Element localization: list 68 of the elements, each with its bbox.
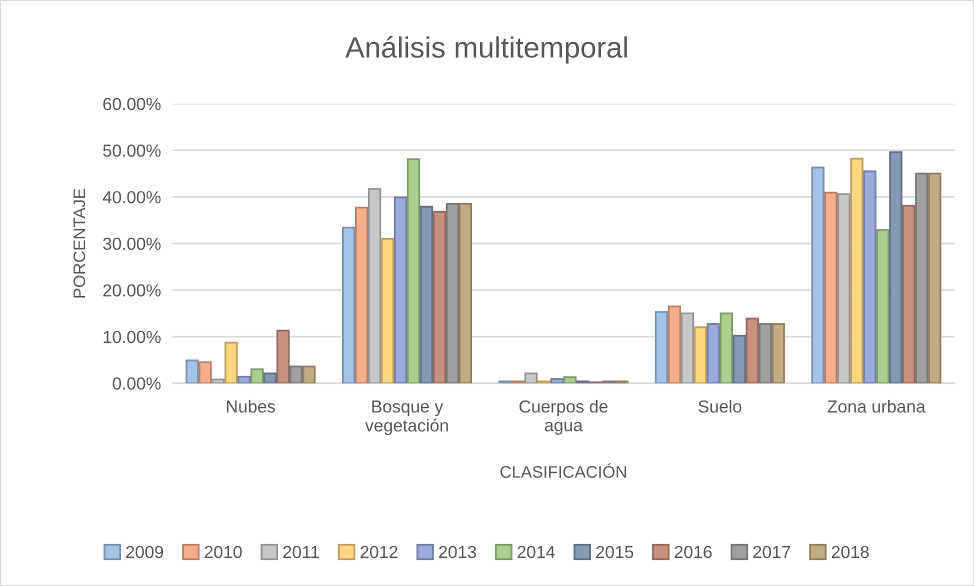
bar [758,323,772,384]
legend-label: 2012 [360,546,398,558]
legend-label: 2017 [753,546,790,558]
bar [772,323,785,384]
x-tick-label: Nubes [226,400,276,413]
chart-title: Análisis multitemporal [345,36,627,64]
bar [458,202,472,384]
legend-label: 2010 [204,546,242,558]
legend-label: 2013 [439,546,476,558]
bar [406,158,420,384]
bar [212,378,225,384]
bar [263,372,277,384]
x-tick-label: Cuerpos de agua [519,400,608,435]
y-tick-label: 30.00% [103,238,161,250]
bar [720,312,733,384]
legend-label: 2018 [832,546,869,558]
bar [668,305,682,384]
legend-label: 2016 [674,546,712,558]
bar [811,166,824,384]
bar [250,368,264,384]
legend-label: 2014 [518,546,555,558]
bar [238,376,251,384]
bar [837,193,850,384]
bar [746,318,759,384]
x-tick-label: Bosque y vegetación [365,400,448,436]
bar [850,158,864,384]
bar [302,366,316,384]
bar [420,206,434,384]
bar [550,378,564,384]
bar [354,206,368,384]
bar [863,170,876,384]
bar [380,238,394,384]
legend-label: 2011 [283,546,319,558]
bar [563,376,577,384]
bar [680,312,694,384]
x-tick-label: Zona urbana [828,400,926,413]
y-tick-label: 50.00% [103,144,161,157]
bar [824,192,838,384]
bar [902,204,916,384]
bar [876,229,890,384]
bar [224,342,238,384]
bar [524,372,538,384]
y-tick-label: 10.00% [104,330,161,344]
bar [889,151,902,384]
x-axis-title: CLASIFICACIÓN [500,463,626,478]
y-tick-label: 60.00% [103,98,161,110]
bar [276,330,290,384]
bar [732,334,746,384]
y-axis-title: PORCENTAJE [73,188,86,298]
bar [368,188,382,384]
bar [706,323,720,384]
bar [928,172,942,384]
y-tick-label: 20.00% [103,284,161,297]
y-tick-label: 40.00% [102,191,161,204]
bar [289,366,303,384]
bar [694,326,708,384]
x-tick-label: Suelo [698,400,742,413]
y-tick-label: 0.00% [112,377,161,390]
bar [432,210,446,384]
bar [394,196,408,384]
bar [186,360,199,384]
bar [654,311,668,384]
legend-label: 2009 [126,546,164,558]
legend-label: 2015 [596,546,634,558]
bar [915,172,928,384]
bar [446,202,460,384]
bar [342,226,356,384]
bar [198,361,212,384]
